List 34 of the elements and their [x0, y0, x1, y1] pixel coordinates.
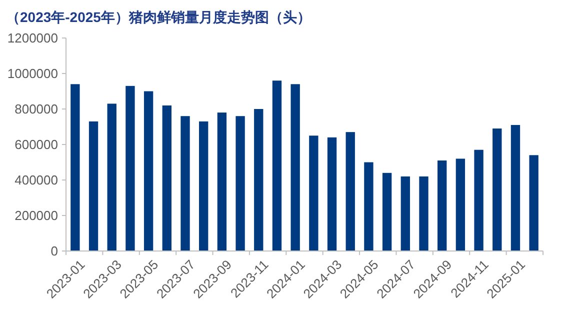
bar: [327, 137, 337, 251]
y-tick-label: 0: [50, 244, 58, 259]
y-tick-label: 200000: [14, 208, 58, 224]
bar: [180, 116, 190, 251]
bar: [199, 121, 208, 251]
bar: [529, 155, 538, 251]
bar: [346, 132, 355, 251]
bar: [144, 91, 154, 251]
bar: [382, 172, 392, 251]
bar: [510, 124, 520, 251]
bar: [107, 104, 116, 251]
y-tick-label: 1000000: [7, 66, 58, 82]
chart-title: （2023年-2025年）猪肉鲜销量月度走势图（头）: [6, 9, 311, 25]
bar: [272, 80, 282, 251]
bar: [88, 121, 98, 251]
bar: [456, 158, 466, 251]
bar: [70, 84, 80, 251]
bar: [438, 160, 447, 251]
y-tick-label: 1200000: [7, 30, 58, 46]
bar: [309, 136, 318, 251]
bar: [126, 86, 135, 251]
bar: [400, 176, 410, 251]
bar: [217, 112, 227, 251]
y-tick-label: 600000: [14, 137, 58, 152]
bar: [474, 150, 484, 251]
y-tick-label: 800000: [14, 102, 58, 117]
bar: [290, 84, 300, 251]
bar: [419, 176, 428, 251]
bar: [364, 162, 374, 251]
y-tick-label: 400000: [14, 172, 58, 188]
bar: [162, 105, 172, 251]
bar: [236, 116, 245, 251]
bar: [492, 128, 502, 251]
bar: [254, 109, 264, 251]
